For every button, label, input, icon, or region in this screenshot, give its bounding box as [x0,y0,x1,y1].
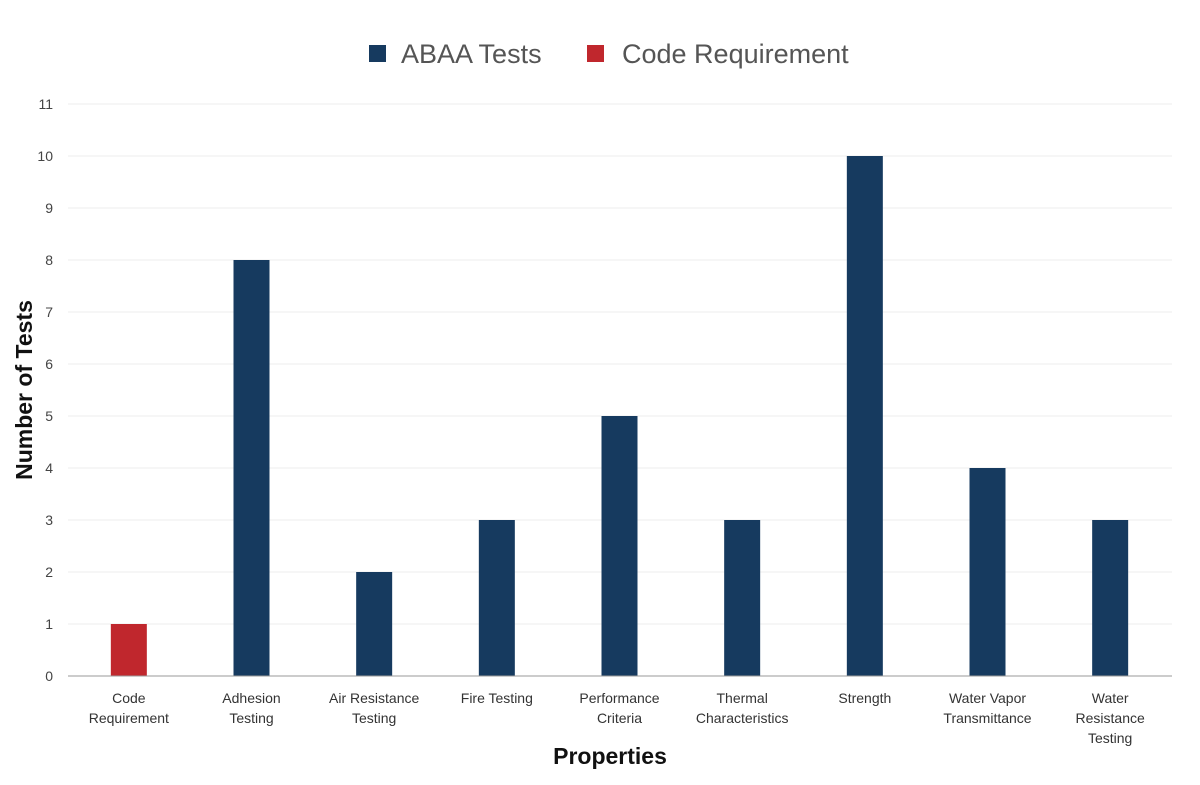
x-tick-label-line: Water Vapor [949,690,1026,706]
bar-water-resistance-testing [1092,520,1129,676]
x-tick-label: Fire Testing [461,690,533,706]
y-tick-label: 9 [45,200,53,216]
x-axis-title: Properties [553,743,667,769]
x-tick-label-line: Testing [352,710,396,726]
y-tick-label: 11 [38,96,53,112]
bars [110,156,1129,676]
legend-swatch [587,45,604,62]
bar-adhesion-testing [233,260,270,676]
y-tick-label: 6 [45,356,53,372]
bar-code-requirement [110,624,147,676]
x-tick-label: Adhesion Testing [222,690,280,726]
y-tick-label: 1 [45,616,53,632]
x-tick-label-line: Testing [1088,730,1132,746]
y-axis-ticks: 0 1 2 3 4 5 6 7 8 9 10 11 [37,96,53,684]
x-tick-label: Air Resistance Testing [329,690,419,726]
y-tick-label: 0 [45,668,53,684]
bar-thermal-characteristics [724,520,761,676]
y-tick-label: 4 [45,460,53,476]
x-tick-label-line: Adhesion [222,690,280,706]
legend-label: ABAA Tests [401,39,542,69]
x-tick-label-line: Strength [838,690,891,706]
x-tick-label: Water Vapor Transmittance [943,690,1031,726]
x-tick-label: Strength [838,690,891,706]
x-tick-label-line: Code [112,690,146,706]
x-tick-label: Water Resistance Testing [1076,690,1145,746]
x-tick-label-line: Water [1092,690,1129,706]
x-tick-label-line: Performance [579,690,659,706]
x-tick-label-line: Characteristics [696,710,789,726]
bar-performance-criteria [601,416,638,676]
legend: ABAA Tests Code Requirement [369,39,849,69]
x-tick-label-line: Thermal [716,690,767,706]
y-tick-label: 10 [37,148,53,164]
legend-label: Code Requirement [622,39,849,69]
x-tick-label: Thermal Characteristics [696,690,789,726]
x-tick-label-line: Testing [229,710,273,726]
bar-fire-testing [478,520,515,676]
y-tick-label: 7 [45,304,53,320]
x-tick-label-line: Transmittance [943,710,1031,726]
bar-water-vapor-transmittance [969,468,1006,676]
bar-air-resistance-testing [356,572,393,676]
y-tick-label: 2 [45,564,53,580]
y-axis-title: Number of Tests [11,300,37,480]
x-tick-label-line: Criteria [597,710,642,726]
x-tick-label-line: Air Resistance [329,690,419,706]
y-tick-label: 3 [45,512,53,528]
x-tick-label-line: Fire Testing [461,690,533,706]
bar-strength [846,156,883,676]
x-tick-label: Code Requirement [89,690,169,726]
x-tick-label: Performance Criteria [579,690,659,726]
x-tick-label-line: Requirement [89,710,169,726]
legend-swatch [369,45,386,62]
y-tick-label: 8 [45,252,53,268]
y-tick-label: 5 [45,408,53,424]
x-tick-label-line: Resistance [1076,710,1145,726]
